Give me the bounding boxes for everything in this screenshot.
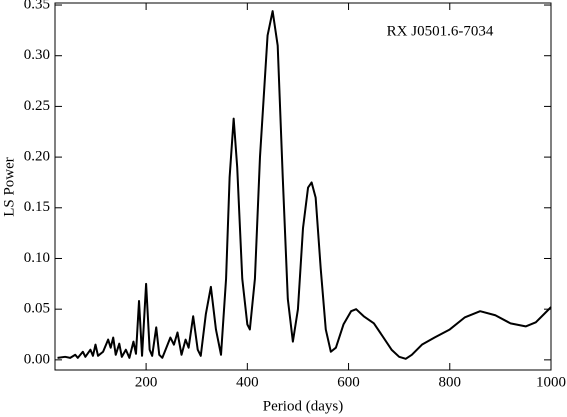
y-tick-label: 0.00 — [24, 351, 50, 367]
y-tick-label: 0.10 — [24, 250, 50, 266]
x-tick-label: 200 — [135, 374, 158, 390]
line — [57, 10, 552, 360]
y-tick-label: 0.20 — [24, 149, 50, 165]
x-tick-label: 1000 — [536, 374, 566, 390]
annotation: RX J0501.6-7034 — [387, 23, 494, 39]
y-tick-label: 0.25 — [24, 98, 50, 114]
y-axis-label: LS Power — [1, 157, 17, 217]
y-tick-label: 0.30 — [24, 47, 50, 63]
x-tick-label: 800 — [439, 374, 462, 390]
y-tick-label: 0.15 — [24, 199, 50, 215]
plot-frame — [54, 2, 552, 371]
x-axis-label: Period (days) — [263, 398, 343, 414]
x-tick-label: 400 — [236, 374, 259, 390]
x-tick-label: 600 — [337, 374, 360, 390]
y-tick-label: 0.35 — [24, 0, 50, 12]
y-tick-label: 0.05 — [24, 301, 50, 317]
